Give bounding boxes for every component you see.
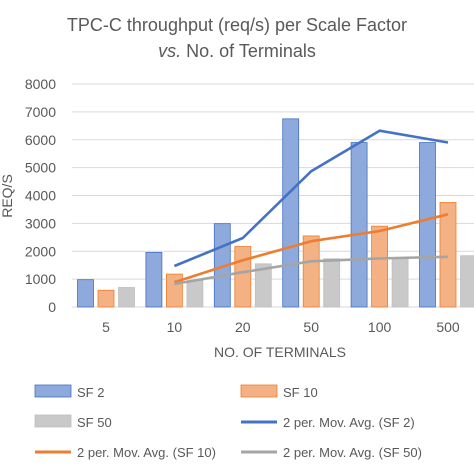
legend-swatch bbox=[240, 384, 278, 398]
bar-sf-2 bbox=[145, 251, 163, 308]
y-tick-label: 8000 bbox=[25, 76, 56, 92]
x-tick-label: 100 bbox=[368, 319, 392, 335]
line-2-per-mov-avg-sf-50 bbox=[174, 255, 449, 286]
bar-sf-10 bbox=[439, 202, 457, 308]
bar-sf-50 bbox=[254, 263, 272, 308]
legend-label: 2 per. Mov. Avg. (SF 50) bbox=[283, 445, 422, 460]
bar-sf-10 bbox=[165, 273, 183, 308]
legend-swatch bbox=[34, 384, 72, 398]
bar-sf-50 bbox=[186, 280, 204, 308]
chart-title-line2-rest: No. of Terminals bbox=[181, 41, 316, 61]
y-tick-label: 3000 bbox=[25, 215, 56, 231]
y-tick-label: 0 bbox=[48, 299, 56, 315]
x-tick-label: 20 bbox=[235, 319, 251, 335]
bar-sf-10 bbox=[97, 289, 115, 308]
legend: SF 2 SF 10 SF 50 2 per. Mov. Avg. (SF 2) 2 p… bbox=[34, 384, 422, 460]
line-2-per-mov-avg-sf-2 bbox=[173, 129, 449, 268]
gridlines bbox=[72, 83, 474, 308]
legend-label: 2 per. Mov. Avg. (SF 10) bbox=[77, 445, 216, 460]
x-tick-label: 500 bbox=[436, 319, 460, 335]
x-tick-label: 10 bbox=[167, 319, 183, 335]
x-tick-labels: 5 10 20 50 100 500 bbox=[102, 319, 460, 335]
y-tick-label: 2000 bbox=[25, 243, 56, 259]
bar-sf-50 bbox=[391, 257, 409, 308]
bar-sf-10 bbox=[234, 246, 252, 308]
chart-title-line2-italic: vs. bbox=[158, 41, 181, 61]
legend-label: SF 2 bbox=[77, 385, 104, 400]
line-2-per-mov-avg-sf-10 bbox=[174, 213, 449, 284]
bar-sf-10 bbox=[302, 235, 320, 308]
y-axis-title: REQ/S bbox=[0, 174, 15, 218]
moving-average-lines bbox=[173, 129, 449, 286]
y-tick-label: 6000 bbox=[25, 132, 56, 148]
bar-sf-50 bbox=[118, 287, 135, 308]
bar-sf-2 bbox=[77, 279, 94, 308]
bar-sf-2 bbox=[419, 142, 436, 308]
chart-title-line2: vs. No. of Terminals bbox=[158, 41, 316, 61]
legend-label: SF 10 bbox=[283, 385, 318, 400]
chart-title-line1: TPC-C throughput (req/s) per Scale Facto… bbox=[67, 15, 407, 35]
legend-label: SF 50 bbox=[77, 415, 112, 430]
bar-sf-50 bbox=[460, 255, 474, 308]
y-tick-label: 7000 bbox=[25, 104, 56, 120]
bar-sf-50 bbox=[323, 258, 341, 308]
y-tick-label: 5000 bbox=[25, 160, 56, 176]
x-tick-label: 5 bbox=[102, 319, 110, 335]
bar-sf-10 bbox=[371, 225, 389, 308]
y-tick-label: 1000 bbox=[25, 271, 56, 287]
x-tick-label: 50 bbox=[303, 319, 319, 335]
x-axis-title: NO. OF TERMINALS bbox=[214, 344, 346, 360]
bars bbox=[77, 118, 474, 308]
y-tick-label: 4000 bbox=[25, 188, 56, 204]
bar-sf-2 bbox=[282, 118, 300, 308]
legend-swatch bbox=[34, 414, 72, 428]
bar-sf-2 bbox=[350, 142, 368, 308]
legend-label: 2 per. Mov. Avg. (SF 2) bbox=[283, 415, 415, 430]
y-tick-labels: 0 1000 2000 3000 4000 5000 6000 7000 8000 bbox=[25, 76, 56, 315]
